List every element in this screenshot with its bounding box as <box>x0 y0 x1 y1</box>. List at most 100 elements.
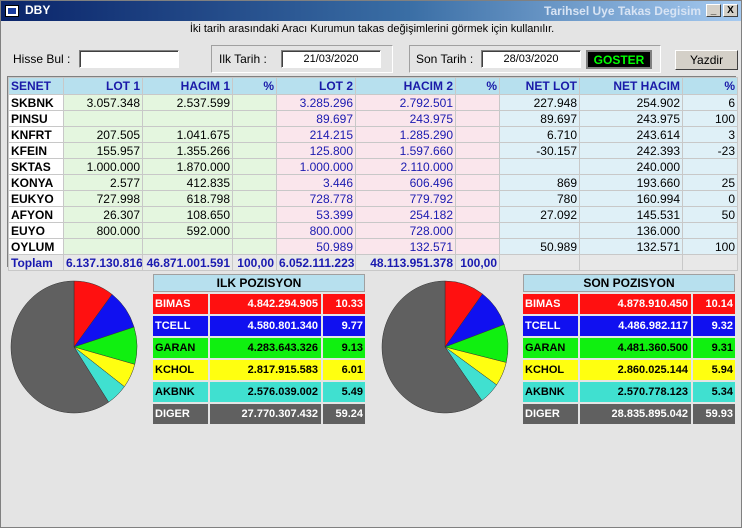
position-name: DIGER <box>523 404 580 424</box>
pct1-cell <box>232 94 277 111</box>
position-row: AKBNK 2.576.039.002 5.49 <box>153 382 365 402</box>
son-pozisyon-title: SON POZISYON <box>523 274 735 292</box>
position-percent: 9.77 <box>323 316 365 336</box>
takas-grid[interactable]: SENET LOT 1 HACIM 1 % LOT 2 HACIM 2 % NE… <box>7 76 738 271</box>
column-header[interactable]: % <box>455 77 500 95</box>
position-value: 28.835.895.042 <box>580 404 693 424</box>
pct2-cell <box>455 158 500 175</box>
table-row[interactable]: EUKYO 727.998 618.798 728.778 779.792 780 160.… <box>8 190 738 207</box>
position-name: BIMAS <box>523 294 580 314</box>
son-tarih-label: Son Tarih : <box>416 52 474 66</box>
column-header[interactable]: % <box>232 77 277 95</box>
total-label: Toplam <box>8 254 64 271</box>
net-pct-cell: 25 <box>682 174 738 191</box>
column-header[interactable]: LOT 1 <box>63 77 143 95</box>
table-row[interactable]: OYLUM 50.989 132.571 50.989 132.571 100 <box>8 238 738 255</box>
total-row: Toplam 6.137.130.816 46.871.001.591 100,00 6… <box>8 254 738 271</box>
position-name: AKBNK <box>523 382 580 402</box>
position-row: GARAN 4.481.360.500 9.31 <box>523 338 735 358</box>
column-header[interactable]: NET LOT <box>499 77 580 95</box>
hacim2-cell: 728.000 <box>355 222 456 239</box>
pct1-cell <box>232 190 277 207</box>
position-percent: 59.93 <box>693 404 735 424</box>
yazdir-button[interactable]: Yazdir <box>675 50 738 70</box>
hacim1-cell: 108.650 <box>142 206 233 223</box>
net-pct-cell <box>682 158 738 175</box>
window-caption: Tarihsel Uye Takas Degisim <box>544 4 701 18</box>
pie-slice-diger <box>381 280 483 414</box>
title-bar[interactable]: DBY Tarihsel Uye Takas Degisim _ X <box>1 1 741 21</box>
ilk-tarih-group <box>211 45 393 73</box>
total-cell: 100,00 <box>455 254 500 271</box>
table-row[interactable]: KFEIN 155.957 1.355.266 125.800 1.597.660 -30… <box>8 142 738 159</box>
info-text: İki tarih arasındaki Aracı Kurumun takas… <box>189 23 555 35</box>
column-header[interactable]: NET HACIM <box>579 77 683 95</box>
net-pct-cell: 100 <box>682 238 738 255</box>
net-pct-cell: 6 <box>682 94 738 111</box>
pct2-cell <box>455 190 500 207</box>
position-name: TCELL <box>523 316 580 336</box>
table-row[interactable]: KNFRT 207.505 1.041.675 214.215 1.285.290 6.7… <box>8 126 738 143</box>
lot2-cell: 125.800 <box>276 142 356 159</box>
hisse-bul-input[interactable] <box>79 50 179 68</box>
minimize-button[interactable]: _ <box>706 4 721 17</box>
son-tarih-input[interactable]: 28/03/2020 <box>481 50 581 68</box>
lot1-cell: 3.057.348 <box>63 94 143 111</box>
hacim1-cell: 1.870.000 <box>142 158 233 175</box>
position-name: DIGER <box>153 404 210 424</box>
net-pct-cell: 50 <box>682 206 738 223</box>
lot1-cell: 2.577 <box>63 174 143 191</box>
lot2-cell: 3.446 <box>276 174 356 191</box>
takas-table: SENET LOT 1 HACIM 1 % LOT 2 HACIM 2 % NE… <box>8 77 738 271</box>
position-value: 2.860.025.144 <box>580 360 693 380</box>
position-value: 4.842.294.905 <box>210 294 323 314</box>
hacim2-cell: 2.110.000 <box>355 158 456 175</box>
hacim2-cell: 132.571 <box>355 238 456 255</box>
ilk-tarih-label: Ilk Tarih : <box>219 52 267 66</box>
column-header[interactable]: HACIM 1 <box>142 77 233 95</box>
column-header[interactable]: % <box>682 77 738 95</box>
position-value: 4.580.801.340 <box>210 316 323 336</box>
net-hacim-cell: 243.614 <box>579 126 683 143</box>
position-row: DIGER 27.770.307.432 59.24 <box>153 404 365 424</box>
table-row[interactable]: SKTAS 1.000.000 1.870.000 1.000.000 2.110.00… <box>8 158 738 175</box>
net-lot-cell: 27.092 <box>499 206 580 223</box>
column-header[interactable]: SENET <box>8 77 64 95</box>
hacim1-cell: 412.835 <box>142 174 233 191</box>
net-pct-cell <box>682 222 738 239</box>
ilk-tarih-input[interactable]: 21/03/2020 <box>281 50 381 68</box>
column-header[interactable]: LOT 2 <box>276 77 356 95</box>
pct1-cell <box>232 222 277 239</box>
son-pozisyon-pie-chart <box>381 280 509 414</box>
position-row: GARAN 4.283.643.326 9.13 <box>153 338 365 358</box>
total-cell: 6.137.130.816 <box>63 254 143 271</box>
position-row: BIMAS 4.842.294.905 10.33 <box>153 294 365 314</box>
goster-button[interactable]: GOSTER <box>586 50 652 69</box>
net-lot-cell: 780 <box>499 190 580 207</box>
pie-slice-diger <box>10 280 109 414</box>
table-header-row: SENET LOT 1 HACIM 1 % LOT 2 HACIM 2 % NE… <box>8 77 738 95</box>
net-pct-cell: 3 <box>682 126 738 143</box>
net-pct-cell: 100 <box>682 110 738 127</box>
ilk-pozisyon-pie-chart <box>10 280 138 414</box>
lot1-cell: 155.957 <box>63 142 143 159</box>
position-name: GARAN <box>523 338 580 358</box>
lot2-cell: 53.399 <box>276 206 356 223</box>
hacim1-cell <box>142 110 233 127</box>
table-row[interactable]: EUYO 800.000 592.000 800.000 728.000 136.000 <box>8 222 738 239</box>
table-row[interactable]: PINSU 89.697 243.975 89.697 243.975 100 <box>8 110 738 127</box>
lot1-cell: 207.505 <box>63 126 143 143</box>
position-value: 4.283.643.326 <box>210 338 323 358</box>
net-hacim-cell: 242.393 <box>579 142 683 159</box>
table-row[interactable]: SKBNK 3.057.348 2.537.599 3.285.296 2.792.50… <box>8 94 738 111</box>
table-row[interactable]: KONYA 2.577 412.835 3.446 606.496 869 193.660 2… <box>8 174 738 191</box>
close-button[interactable]: X <box>723 4 738 17</box>
pct1-cell <box>232 206 277 223</box>
net-hacim-cell: 136.000 <box>579 222 683 239</box>
net-hacim-cell: 240.000 <box>579 158 683 175</box>
hacim2-cell: 1.285.290 <box>355 126 456 143</box>
lot2-cell: 214.215 <box>276 126 356 143</box>
column-header[interactable]: HACIM 2 <box>355 77 456 95</box>
position-name: KCHOL <box>153 360 210 380</box>
table-row[interactable]: AFYON 26.307 108.650 53.399 254.182 27.092 145… <box>8 206 738 223</box>
